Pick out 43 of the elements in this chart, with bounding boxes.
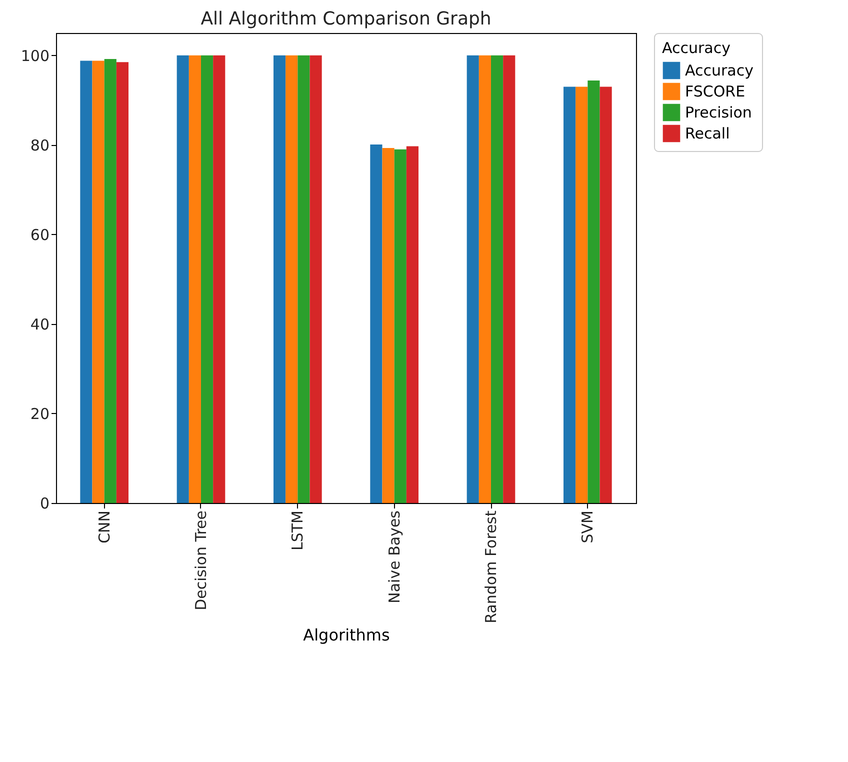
bar bbox=[600, 86, 612, 503]
y-tick-label: 20 bbox=[30, 404, 50, 423]
bar bbox=[406, 146, 418, 503]
legend-title: Accuracy bbox=[662, 39, 731, 57]
x-tick-label: Random Forest bbox=[482, 510, 500, 624]
bar bbox=[188, 55, 201, 503]
bar bbox=[588, 80, 600, 503]
bar bbox=[201, 55, 214, 503]
bar bbox=[576, 86, 588, 503]
bar bbox=[298, 55, 310, 503]
bar bbox=[80, 60, 92, 503]
bar bbox=[92, 60, 104, 503]
bar bbox=[370, 144, 382, 503]
y-tick-label: 40 bbox=[30, 315, 50, 334]
legend-label: FSCORE bbox=[685, 82, 746, 100]
y-tick-label: 100 bbox=[20, 46, 50, 65]
x-tick-label: Naive Bayes bbox=[385, 510, 404, 604]
y-tick-label: 0 bbox=[40, 494, 50, 512]
bar bbox=[503, 55, 516, 503]
bar bbox=[286, 55, 298, 503]
chart-title: All Algorithm Comparison Graph bbox=[200, 8, 492, 30]
x-tick-label: LSTM bbox=[288, 510, 307, 550]
bar bbox=[310, 55, 322, 503]
bar bbox=[116, 62, 128, 503]
bar bbox=[478, 55, 491, 503]
bar bbox=[394, 149, 406, 503]
bar bbox=[382, 148, 394, 503]
bar bbox=[176, 55, 189, 503]
bar bbox=[104, 58, 116, 503]
x-axis-title: Algorithms bbox=[303, 625, 390, 644]
bar bbox=[491, 55, 504, 503]
bar bbox=[564, 86, 576, 503]
bar bbox=[213, 55, 226, 503]
x-tick-label: CNN bbox=[95, 510, 114, 544]
y-tick-label: 80 bbox=[30, 136, 50, 154]
y-tick-label: 60 bbox=[30, 226, 50, 244]
bar bbox=[274, 55, 286, 503]
legend-label: Accuracy bbox=[685, 62, 754, 80]
bar bbox=[466, 55, 479, 503]
legend-label: Precision bbox=[685, 104, 752, 122]
x-tick-label: Decision Tree bbox=[192, 510, 210, 610]
x-tick-label: SVM bbox=[578, 510, 597, 544]
legend-label: Recall bbox=[685, 124, 730, 142]
